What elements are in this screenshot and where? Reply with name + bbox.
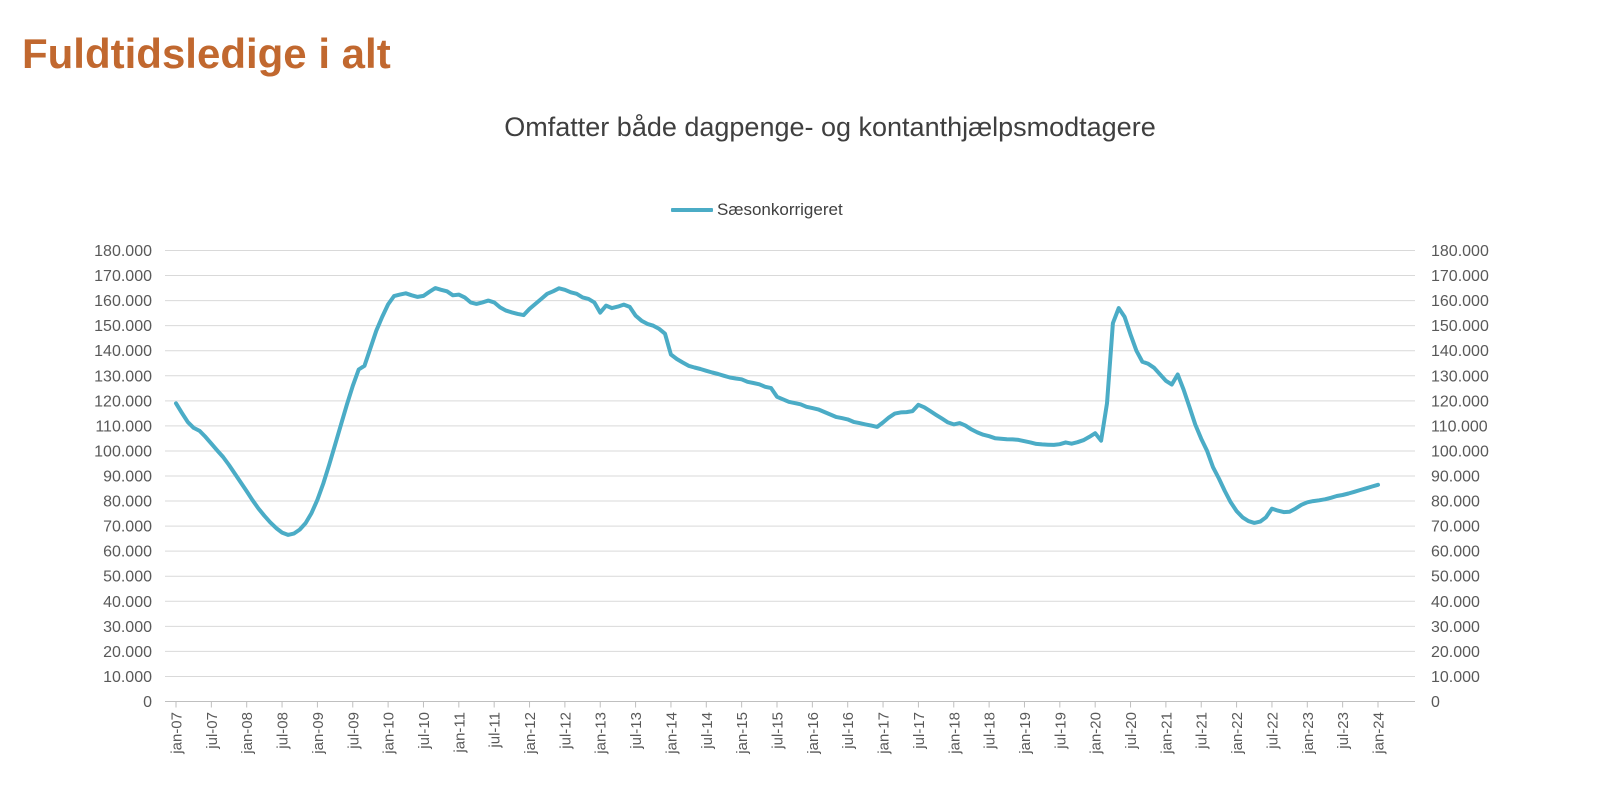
- legend-line-marker-icon: [671, 208, 713, 212]
- y-axis-label-left: 10.000: [103, 669, 152, 686]
- x-axis-label: jul-21: [1194, 712, 1211, 750]
- y-axis-label-left: 130.000: [94, 368, 152, 385]
- x-axis-label: jul-10: [416, 712, 433, 750]
- x-axis-label: jan-16: [805, 712, 822, 755]
- y-axis-label-right: 180.000: [1431, 243, 1489, 260]
- series-line-saesonkorrigeret: [174, 286, 1380, 537]
- y-axis-label-right: 160.000: [1431, 293, 1489, 310]
- y-axis-label-right: 120.000: [1431, 393, 1489, 410]
- x-axis-label: jan-09: [310, 712, 327, 755]
- y-axis-label-right: 170.000: [1431, 268, 1489, 285]
- x-axis-label: jul-19: [1052, 712, 1069, 750]
- y-axis-label-right: 130.000: [1431, 368, 1489, 385]
- page-title: Fuldtidsledige i alt: [22, 30, 391, 77]
- x-axis-label: jul-08: [275, 712, 292, 750]
- y-axis-label-left: 50.000: [103, 569, 152, 586]
- y-axis-label-left: 180.000: [94, 243, 152, 260]
- y-axis-label-left: 120.000: [94, 393, 152, 410]
- y-axis-label-right: 50.000: [1431, 569, 1480, 586]
- x-axis-label: jul-11: [487, 712, 504, 749]
- x-axis-label: jan-21: [1158, 712, 1175, 755]
- x-axis-label: jan-23: [1300, 712, 1317, 755]
- x-axis-label: jan-07: [169, 712, 186, 755]
- x-axis-label: jan-14: [663, 712, 680, 755]
- x-axis-label: jul-20: [1123, 712, 1140, 750]
- y-axis-label-left: 60.000: [103, 544, 152, 561]
- y-axis-label-left: 110.000: [95, 418, 152, 435]
- x-axis-label: jul-15: [770, 712, 787, 750]
- y-axis-label-left: 30.000: [103, 619, 152, 636]
- x-axis-label: jul-22: [1264, 712, 1281, 750]
- x-axis-label: jul-13: [628, 712, 645, 750]
- y-axis-label-right: 110.000: [1431, 418, 1488, 435]
- x-axis-label: jan-24: [1371, 712, 1388, 755]
- x-axis-label: jan-13: [593, 712, 610, 755]
- y-axis-label-right: 10.000: [1431, 669, 1480, 686]
- y-axis-label-right: 20.000: [1431, 644, 1480, 661]
- x-axis-label: jan-20: [1088, 712, 1105, 755]
- y-axis-label-right: 150.000: [1431, 318, 1489, 335]
- x-axis-label: jan-11: [451, 712, 468, 754]
- y-axis-label-right: 0: [1431, 694, 1440, 711]
- y-axis-label-left: 90.000: [103, 469, 152, 486]
- y-axis-label-right: 70.000: [1431, 519, 1480, 536]
- y-axis-label-left: 150.000: [94, 318, 152, 335]
- x-axis-label: jul-16: [840, 712, 857, 750]
- x-axis-label: jan-08: [239, 712, 256, 755]
- chart-title: Omfatter både dagpenge- og kontanthjælps…: [504, 112, 1156, 142]
- y-axis-label-left: 70.000: [103, 519, 152, 536]
- y-axis-label-right: 90.000: [1431, 469, 1480, 486]
- y-axis-label-right: 60.000: [1431, 544, 1480, 561]
- x-axis-label: jan-22: [1229, 712, 1246, 755]
- x-axis-label: jul-07: [204, 712, 221, 750]
- x-axis-label: jul-23: [1335, 712, 1352, 750]
- y-axis-label-right: 30.000: [1431, 619, 1480, 636]
- y-axis-label-left: 0: [143, 694, 152, 711]
- y-axis-label-right: 80.000: [1431, 494, 1480, 511]
- x-axis-label: jan-12: [522, 712, 539, 755]
- x-axis-label: jan-10: [381, 712, 398, 755]
- y-axis-label-right: 140.000: [1431, 343, 1489, 360]
- x-axis-label: jan-18: [946, 712, 963, 755]
- x-axis-label: jul-09: [345, 712, 362, 750]
- y-axis-label-right: 100.000: [1431, 443, 1489, 460]
- y-axis-label-left: 100.000: [94, 443, 152, 460]
- x-axis-label: jul-17: [911, 712, 928, 750]
- y-axis-label-left: 160.000: [94, 293, 152, 310]
- x-axis-label: jul-14: [699, 712, 716, 750]
- y-axis-label-left: 20.000: [103, 644, 152, 661]
- chart-legend: Sæsonkorrigeret: [671, 200, 843, 220]
- x-axis-label: jul-12: [557, 712, 574, 750]
- y-axis-label-left: 80.000: [103, 494, 152, 511]
- y-axis-label-left: 140.000: [94, 343, 152, 360]
- y-axis-label-right: 40.000: [1431, 594, 1480, 611]
- y-axis-label-left: 40.000: [103, 594, 152, 611]
- x-axis-label: jan-19: [1017, 712, 1034, 755]
- x-axis-label: jan-17: [876, 712, 893, 755]
- y-axis-label-left: 170.000: [94, 268, 152, 285]
- x-axis-label: jan-15: [734, 712, 751, 755]
- legend-series-label: Sæsonkorrigeret: [717, 200, 843, 219]
- x-axis-label: jul-18: [982, 712, 999, 750]
